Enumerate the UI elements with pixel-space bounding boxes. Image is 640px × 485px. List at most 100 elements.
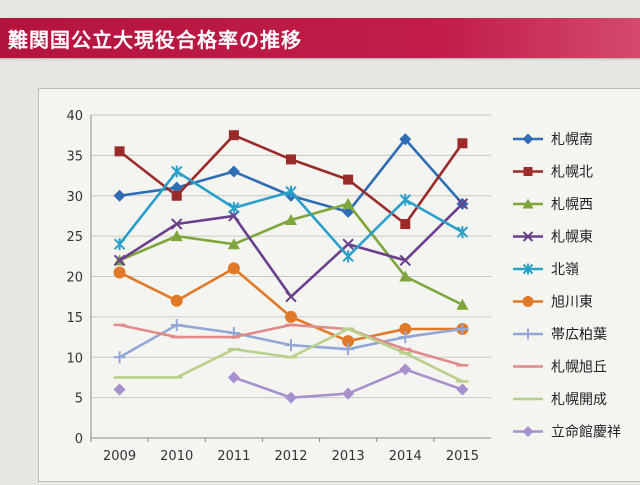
data-point xyxy=(227,238,240,250)
data-point xyxy=(285,213,297,225)
x-tick-label: 2012 xyxy=(274,449,307,464)
data-point xyxy=(522,328,534,340)
series xyxy=(113,327,469,383)
x-tick-label: 2009 xyxy=(103,449,136,464)
data-point xyxy=(285,391,297,404)
chart-card: 0 5 10 15 20 25 30 35 40 2009 2010 2011 2012 2013 2014… xyxy=(38,88,640,482)
legend-label: 札幌東 xyxy=(551,230,593,246)
data-point xyxy=(399,363,412,376)
data-point xyxy=(399,322,412,335)
data-point xyxy=(170,294,183,307)
y-tick-label: 25 xyxy=(66,230,83,245)
data-point xyxy=(342,387,355,400)
data-point xyxy=(342,238,354,250)
legend-label: 北嶺 xyxy=(551,262,579,278)
y-tick-label: 5 xyxy=(75,392,83,407)
series xyxy=(113,165,469,263)
series xyxy=(113,363,469,404)
data-point xyxy=(285,290,297,303)
series xyxy=(113,318,469,364)
data-point xyxy=(171,190,182,201)
x-tick-label: 2014 xyxy=(389,449,422,464)
legend-item: 札幌旭丘 xyxy=(513,360,607,376)
data-point xyxy=(522,296,534,307)
data-point xyxy=(113,351,126,364)
y-tick-label: 15 xyxy=(66,311,83,326)
data-point xyxy=(342,250,354,263)
legend-label: 札幌北 xyxy=(551,165,593,181)
legend-label: 札幌西 xyxy=(551,197,593,213)
data-point xyxy=(522,426,534,437)
data-point xyxy=(457,138,468,149)
legend-item: 北嶺 xyxy=(513,262,579,278)
data-point xyxy=(342,197,355,209)
legend-label: 札幌旭丘 xyxy=(551,360,607,376)
data-point xyxy=(400,219,411,230)
data-point xyxy=(227,371,240,384)
data-point xyxy=(113,266,126,279)
data-point xyxy=(113,254,126,267)
data-point xyxy=(113,238,126,251)
data-point xyxy=(113,383,126,396)
legend-item: 札幌南 xyxy=(513,132,593,148)
data-point xyxy=(522,198,534,209)
legend-item: 立命館慶祥 xyxy=(513,424,621,441)
legend-item: 帯広柏葉 xyxy=(513,327,607,343)
legend-item: 札幌東 xyxy=(513,230,593,246)
y-tick-label: 40 xyxy=(66,109,83,124)
y-tick-label: 10 xyxy=(66,351,83,366)
legend-label: 札幌開成 xyxy=(551,392,607,408)
legend-label: 帯広柏葉 xyxy=(551,327,607,343)
data-point xyxy=(342,335,355,348)
data-point xyxy=(456,322,469,335)
x-tick-label: 2013 xyxy=(332,449,365,464)
data-point xyxy=(522,231,534,242)
data-point xyxy=(170,181,183,194)
x-tick-label: 2011 xyxy=(217,449,250,464)
data-point xyxy=(171,165,183,178)
legend-item: 旭川東 xyxy=(513,295,593,311)
data-point xyxy=(227,262,240,275)
legend-label: 立命館慶祥 xyxy=(551,424,621,441)
legend-label: 札幌南 xyxy=(551,132,593,148)
data-point xyxy=(522,263,534,275)
data-point xyxy=(456,226,469,239)
plot-area xyxy=(113,130,469,404)
data-point xyxy=(228,201,240,214)
data-point xyxy=(522,133,534,145)
line-chart: 0 5 10 15 20 25 30 35 40 2009 2010 2011 2012 2013 2014… xyxy=(66,109,621,464)
data-point xyxy=(399,133,412,146)
series xyxy=(113,197,469,310)
data-point xyxy=(170,230,183,242)
data-point xyxy=(342,205,355,218)
data-point xyxy=(523,167,533,176)
data-point xyxy=(227,165,240,178)
axes: 0 5 10 15 20 25 30 35 40 2009 2010 2011 2012 2013 2014… xyxy=(66,109,491,464)
data-point xyxy=(285,185,297,198)
data-point xyxy=(456,198,469,210)
series xyxy=(113,262,469,348)
legend-item: 札幌開成 xyxy=(513,392,607,408)
x-tick-label: 2010 xyxy=(160,449,193,464)
y-tick-label: 0 xyxy=(75,432,83,447)
data-point xyxy=(285,310,297,323)
data-point xyxy=(113,189,126,202)
x-tick-label: 2015 xyxy=(446,449,479,464)
data-point xyxy=(399,193,411,206)
data-point xyxy=(171,218,183,230)
y-tick-label: 30 xyxy=(66,190,83,205)
data-point xyxy=(456,383,469,396)
data-point xyxy=(399,254,411,267)
y-tick-label: 35 xyxy=(66,149,83,164)
data-point xyxy=(170,318,183,331)
data-point xyxy=(342,343,355,356)
data-point xyxy=(456,298,469,310)
legend-item: 札幌西 xyxy=(513,197,593,213)
page-title: 難関国公立大現役合格率の推移 xyxy=(8,28,302,52)
title-bar: 難関国公立大現役合格率の推移 xyxy=(0,18,640,58)
data-point xyxy=(286,154,296,165)
legend-label: 旭川東 xyxy=(551,295,593,311)
data-point xyxy=(228,130,239,141)
